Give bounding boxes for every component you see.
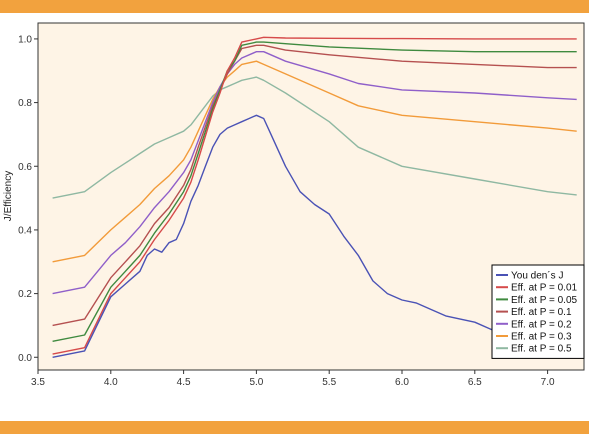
- y-tick-label: 0.6: [18, 162, 32, 173]
- axes-layer: 3.5 4.0 4.5 5.0 5.5 6.0 6.5 7.0 0.0 0.2 0.4 0.6 0.8 1…: [18, 22, 585, 388]
- series-line-0: [52, 114, 497, 358]
- x-tick-label: 5.0: [249, 377, 263, 388]
- legend-label: You den´s J: [511, 270, 563, 282]
- series-line-6: [52, 76, 577, 199]
- series-layer: [52, 36, 577, 358]
- series-line-2: [52, 41, 577, 342]
- line-chart: 3.5 4.0 4.5 5.0 5.5 6.0 6.5 7.0 0.0 0.2 0.4 0.6 0.8 1…: [3, 22, 585, 388]
- x-tick-label: 4.0: [104, 377, 118, 388]
- x-tick-label: 6.5: [468, 377, 482, 388]
- legend-label: Eff. at P = 0.1: [511, 307, 572, 318]
- legend-label: Eff. at P = 0.05: [511, 295, 578, 306]
- legend-label: Eff. at P = 0.01: [511, 283, 578, 294]
- y-tick-label: 0.0: [18, 353, 32, 364]
- x-tick-label: 5.5: [322, 377, 336, 388]
- y-tick-label: 0.2: [18, 289, 32, 300]
- plot-frame: [37, 22, 585, 371]
- y-tick-label: 1.0: [18, 34, 32, 45]
- y-axis-title: J/Efficiency: [3, 171, 14, 221]
- series-line-1: [52, 36, 577, 355]
- x-tick-label: 7.0: [541, 377, 555, 388]
- legend-label: Eff. at P = 0.2: [511, 319, 572, 330]
- legend-label: Eff. at P = 0.5: [511, 344, 572, 355]
- bottom-orange-band: [0, 421, 589, 434]
- x-tick-label: 3.5: [31, 377, 45, 388]
- legend-label: Eff. at P = 0.3: [511, 332, 572, 343]
- x-tick-label: 6.0: [395, 377, 409, 388]
- top-orange-band: [0, 0, 589, 13]
- x-tick-label: 4.5: [177, 377, 191, 388]
- y-tick-label: 0.4: [18, 225, 32, 236]
- y-tick-label: 0.8: [18, 98, 32, 109]
